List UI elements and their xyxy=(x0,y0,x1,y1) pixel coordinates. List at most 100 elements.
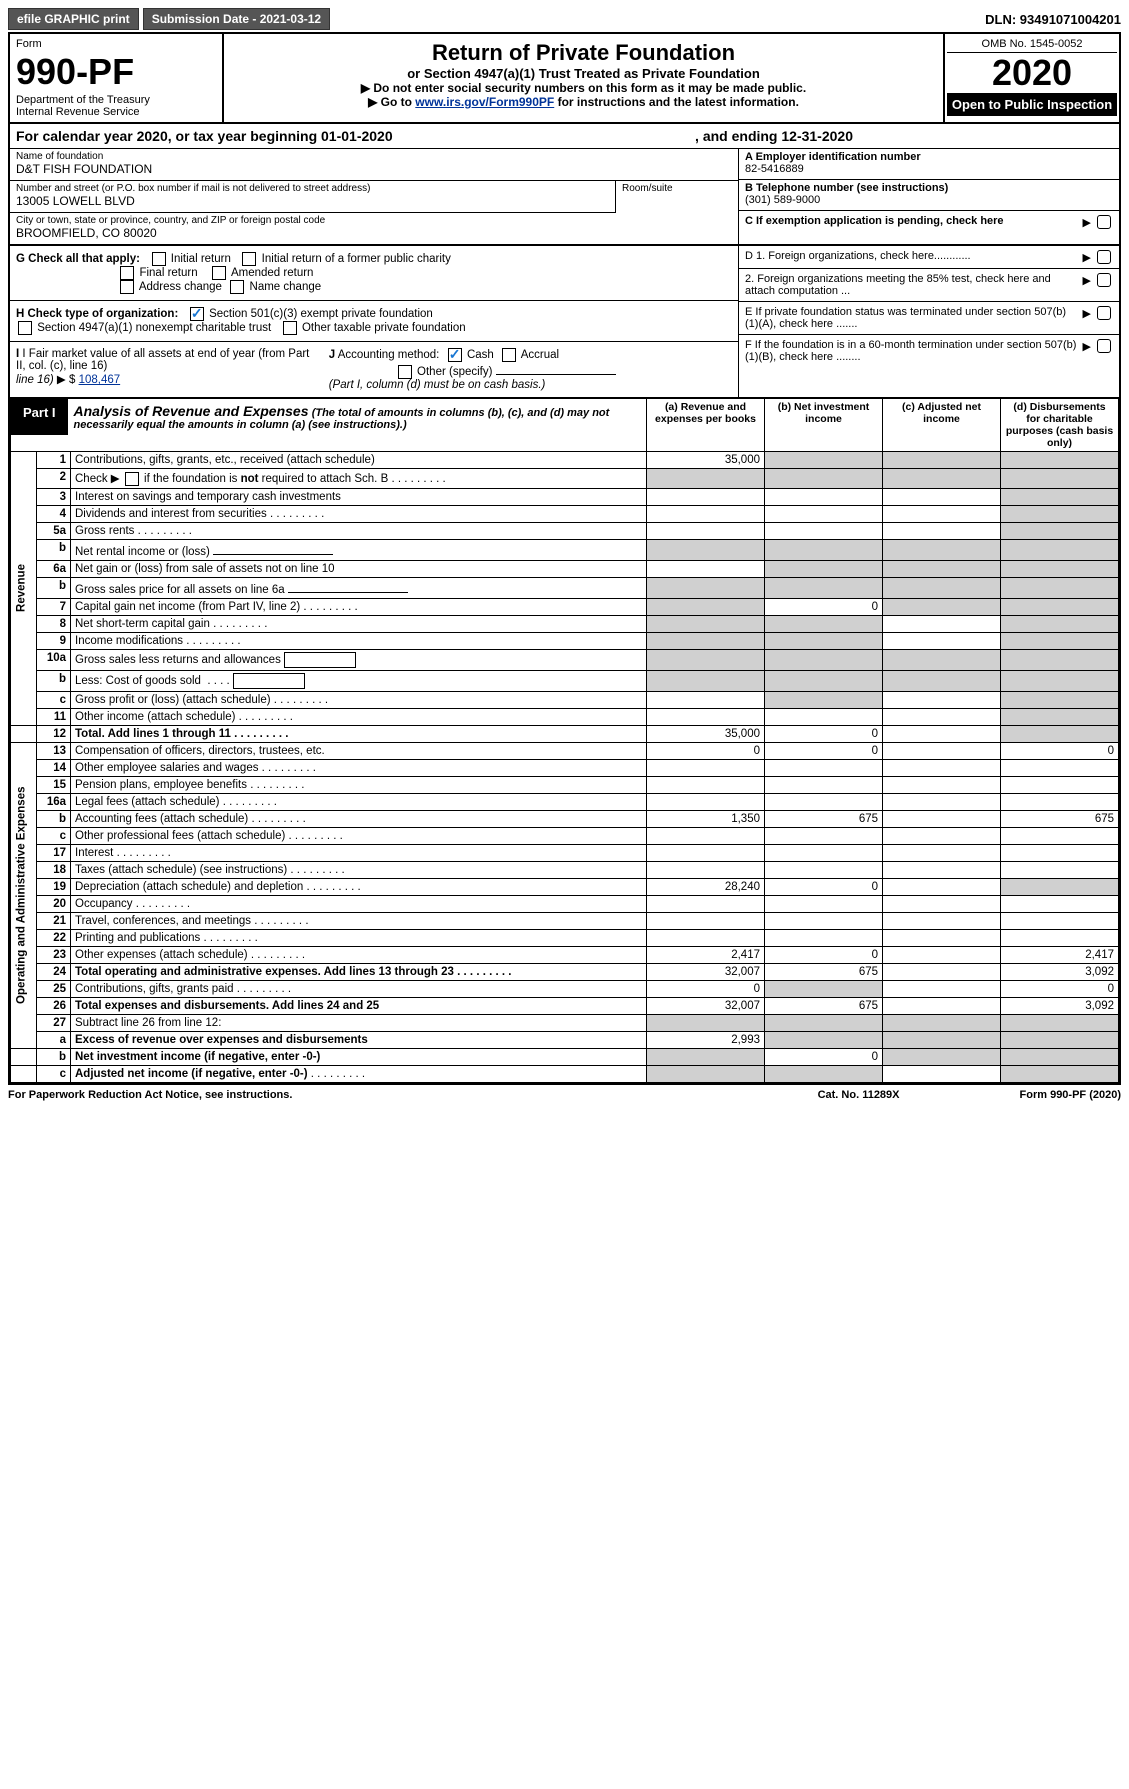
cb-4947[interactable] xyxy=(18,321,32,335)
irs-link[interactable]: www.irs.gov/Form990PF xyxy=(415,95,554,109)
cb-f[interactable] xyxy=(1097,339,1111,353)
table-row: 2Check ▶ if the foundation is not requir… xyxy=(11,468,1119,488)
address-label: Number and street (or P.O. box number if… xyxy=(16,183,609,194)
cb-501c3[interactable] xyxy=(190,307,204,321)
section-g: G Check all that apply: Initial return I… xyxy=(10,246,738,301)
table-row: 18Taxes (attach schedule) (see instructi… xyxy=(11,861,1119,878)
lbl-amended: Amended return xyxy=(231,267,313,279)
address-value: 13005 LOWELL BLVD xyxy=(16,194,609,208)
table-row: cAdjusted net income (if negative, enter… xyxy=(11,1065,1119,1082)
exemption-checkbox[interactable] xyxy=(1097,215,1111,229)
table-row: 11Other income (attach schedule) xyxy=(11,708,1119,725)
cb-initial-return[interactable] xyxy=(152,252,166,266)
cb-amended[interactable] xyxy=(212,266,226,280)
cb-sch-b[interactable] xyxy=(125,472,139,486)
form-title: Return of Private Foundation xyxy=(232,40,935,66)
table-row: 10aGross sales less returns and allowanc… xyxy=(11,649,1119,670)
room-suite-label: Room/suite xyxy=(616,181,738,213)
table-row: bAccounting fees (attach schedule) 1,350… xyxy=(11,810,1119,827)
page-footer: For Paperwork Reduction Act Notice, see … xyxy=(8,1085,1121,1101)
form-container: Form 990-PF Department of the Treasury I… xyxy=(8,32,1121,1085)
lbl-initial-former: Initial return of a former public charit… xyxy=(262,253,451,265)
dept-irs: Internal Revenue Service xyxy=(16,106,216,118)
cal-year-end: , and ending 12-31-2020 xyxy=(695,128,853,144)
efile-print-button[interactable]: efile GRAPHIC print xyxy=(8,8,139,30)
lbl-accrual: Accrual xyxy=(521,349,559,361)
table-row: 22Printing and publications xyxy=(11,929,1119,946)
cb-accrual[interactable] xyxy=(502,348,516,362)
lbl-addr-change: Address change xyxy=(139,281,222,293)
table-row: bGross sales price for all assets on lin… xyxy=(11,577,1119,598)
d2-label: 2. Foreign organizations meeting the 85%… xyxy=(745,273,1077,297)
lbl-other-taxable: Other taxable private foundation xyxy=(302,322,466,334)
form-instr-1: ▶ Do not enter social security numbers o… xyxy=(232,81,935,95)
lbl-final: Final return xyxy=(139,267,197,279)
e-label: E If private foundation status was termi… xyxy=(745,306,1077,330)
footer-left: For Paperwork Reduction Act Notice, see … xyxy=(8,1089,292,1101)
arrow-icon: ▶ xyxy=(1083,216,1091,229)
foundation-name: D&T FISH FOUNDATION xyxy=(16,162,732,176)
input-10a[interactable] xyxy=(284,652,356,668)
i-label: I Fair market value of all assets at end… xyxy=(16,348,309,372)
j-label: Accounting method: xyxy=(338,349,440,361)
cb-d1[interactable] xyxy=(1097,250,1111,264)
section-h: H Check type of organization: Section 50… xyxy=(10,301,738,342)
table-row: 21Travel, conferences, and meetings xyxy=(11,912,1119,929)
table-row: bNet investment income (if negative, ent… xyxy=(11,1048,1119,1065)
city-value: BROOMFIELD, CO 80020 xyxy=(16,226,732,240)
submission-date-button[interactable]: Submission Date - 2021-03-12 xyxy=(143,8,330,30)
tax-year: 2020 xyxy=(947,53,1117,93)
table-row: 3Interest on savings and temporary cash … xyxy=(11,488,1119,505)
table-row: 26Total expenses and disbursements. Add … xyxy=(11,997,1119,1014)
part1-title: Analysis of Revenue and Expenses xyxy=(74,403,309,419)
col-b-header: (b) Net investment income xyxy=(765,398,883,451)
cb-cash[interactable] xyxy=(448,348,462,362)
input-10b[interactable] xyxy=(233,673,305,689)
table-row: 15Pension plans, employee benefits xyxy=(11,776,1119,793)
part1-label: Part I xyxy=(11,399,68,435)
table-row: 8Net short-term capital gain xyxy=(11,615,1119,632)
other-method-input[interactable] xyxy=(496,362,616,375)
phone-value: (301) 589-9000 xyxy=(745,194,1113,206)
cb-initial-former[interactable] xyxy=(242,252,256,266)
top-bar: efile GRAPHIC print Submission Date - 20… xyxy=(8,8,1121,30)
foundation-name-label: Name of foundation xyxy=(16,151,732,162)
table-row: 25Contributions, gifts, grants paid 00 xyxy=(11,980,1119,997)
exemption-pending-label: C If exemption application is pending, c… xyxy=(745,215,1077,227)
part1-table: Part I Analysis of Revenue and Expenses … xyxy=(10,398,1119,1083)
footer-right: Form 990-PF (2020) xyxy=(1020,1089,1121,1101)
footer-mid: Cat. No. 11289X xyxy=(818,1089,900,1101)
cb-final-return[interactable] xyxy=(120,266,134,280)
j-note: (Part I, column (d) must be on cash basi… xyxy=(329,379,546,391)
cb-e[interactable] xyxy=(1097,306,1111,320)
table-row: 19Depreciation (attach schedule) and dep… xyxy=(11,878,1119,895)
i-arrow: ▶ $ xyxy=(57,374,75,386)
table-row: 7Capital gain net income (from Part IV, … xyxy=(11,598,1119,615)
table-row: 23Other expenses (attach schedule) 2,417… xyxy=(11,946,1119,963)
h-label: H Check type of organization: xyxy=(16,308,178,320)
dln-text: DLN: 93491071004201 xyxy=(985,12,1121,27)
table-row: 24Total operating and administrative exp… xyxy=(11,963,1119,980)
cb-addr-change[interactable] xyxy=(120,280,134,294)
d1-label: D 1. Foreign organizations, check here..… xyxy=(745,250,1077,262)
revenue-side-label: Revenue xyxy=(11,451,37,725)
form-header: Form 990-PF Department of the Treasury I… xyxy=(10,34,1119,124)
fmv-value[interactable]: 108,467 xyxy=(79,374,121,386)
lbl-4947: Section 4947(a)(1) nonexempt charitable … xyxy=(37,322,271,334)
cb-d2[interactable] xyxy=(1097,273,1111,287)
dept-treasury: Department of the Treasury xyxy=(16,94,216,106)
table-row: bLess: Cost of goods sold . . . . xyxy=(11,670,1119,691)
table-row: 12Total. Add lines 1 through 11 35,0000 xyxy=(11,725,1119,742)
ein-value: 82-5416889 xyxy=(745,163,1113,175)
table-row: Revenue 1Contributions, gifts, grants, e… xyxy=(11,451,1119,468)
city-label: City or town, state or province, country… xyxy=(16,215,732,226)
cb-other-method[interactable] xyxy=(398,365,412,379)
cb-name-change[interactable] xyxy=(230,280,244,294)
form-word: Form xyxy=(16,38,216,50)
g-label: G Check all that apply: xyxy=(16,253,140,265)
lbl-other-method: Other (specify) xyxy=(417,366,492,378)
cb-other-taxable[interactable] xyxy=(283,321,297,335)
cal-year-begin: For calendar year 2020, or tax year begi… xyxy=(16,128,393,144)
table-row: 4Dividends and interest from securities xyxy=(11,505,1119,522)
table-row: 14Other employee salaries and wages xyxy=(11,759,1119,776)
